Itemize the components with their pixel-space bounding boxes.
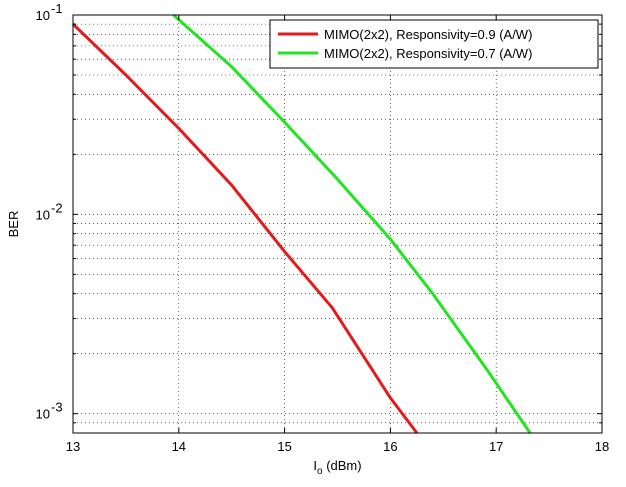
plot-frame [72, 14, 603, 434]
y-tick-label: 10 [36, 207, 50, 222]
x-tick-label: 18 [595, 439, 609, 454]
x-tick-label: 13 [66, 439, 80, 454]
x-axis-label: Io (dBm) [313, 458, 361, 477]
y-tick-label: 10 [36, 8, 50, 23]
y-tick-label-exponent: -1 [51, 1, 63, 16]
x-tick-labels: 13 14 15 16 17 18 [66, 439, 609, 454]
legend: MIMO(2x2), Responsivity=0.9 (A/W) MIMO(2x… [269, 19, 599, 69]
y-tick-label-exponent: -3 [51, 400, 63, 415]
x-axis-label-unit: (dBm) [323, 458, 362, 473]
legend-label: MIMO(2x2), Responsivity=0.9 (A/W) [324, 27, 532, 42]
series-layer [71, 13, 532, 434]
y-tick-labels: 10-110-210-3 [36, 1, 63, 422]
plot-area [73, 15, 602, 433]
x-axis-label-subscript: o [317, 466, 323, 477]
y-axis-label: BER [6, 211, 21, 238]
x-axis-label-main: I [313, 458, 317, 473]
legend-label: MIMO(2x2), Responsivity=0.7 (A/W) [324, 46, 532, 61]
x-tick-label: 16 [383, 439, 397, 454]
series-line [172, 13, 532, 434]
series-line [71, 23, 419, 434]
y-tick-label: 10 [36, 407, 50, 422]
y-tick-label-exponent: -2 [51, 200, 63, 215]
axis-ticks [72, 15, 603, 434]
x-tick-label: 15 [277, 439, 291, 454]
x-tick-label: 14 [172, 439, 186, 454]
legend-box [269, 19, 599, 69]
legend-entries: MIMO(2x2), Responsivity=0.9 (A/W) MIMO(2x… [278, 27, 532, 61]
x-tick-label: 17 [489, 439, 503, 454]
